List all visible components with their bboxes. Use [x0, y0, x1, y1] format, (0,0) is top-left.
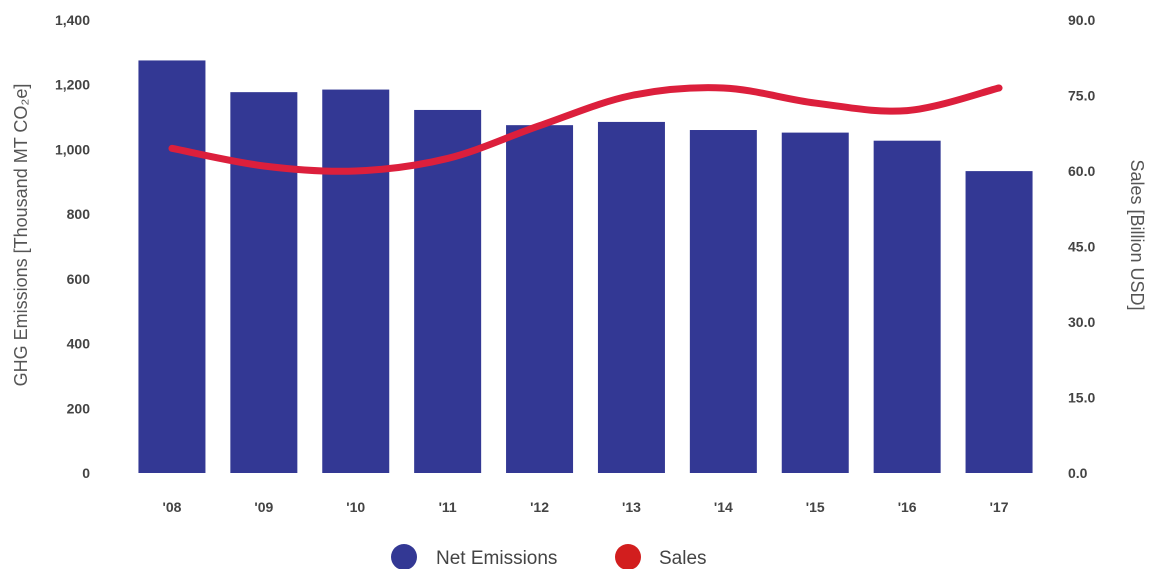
- x-tick-label: '15: [806, 499, 825, 515]
- x-tick-label: '11: [439, 499, 457, 515]
- x-tick-label: '17: [990, 499, 1009, 515]
- left-tick-label: 1,200: [55, 77, 90, 93]
- right-tick-label: 30.0: [1068, 314, 1095, 330]
- right-axis-ticks: 0.0 15.0 30.0 45.0 60.0 75.0 90.0: [1068, 12, 1095, 481]
- legend-swatch: [615, 544, 641, 569]
- left-tick-label: 600: [67, 271, 91, 287]
- x-tick-label: '14: [714, 499, 733, 515]
- bar-net-emissions: [230, 92, 298, 473]
- legend-item: Net Emissions: [391, 544, 557, 569]
- bar-net-emissions: [506, 125, 574, 474]
- x-tick-label: '08: [162, 499, 181, 515]
- left-axis-title: GHG Emissions [Thousand MT CO₂e]: [11, 84, 31, 387]
- right-tick-label: 0.0: [1068, 465, 1088, 481]
- left-tick-label: 200: [67, 400, 91, 416]
- x-tick-label: '09: [254, 499, 273, 515]
- left-tick-label: 400: [67, 336, 91, 352]
- legend-swatch: [391, 544, 417, 569]
- bar-net-emissions: [965, 171, 1033, 474]
- bar-series-net-emissions: [138, 60, 1033, 474]
- bar-net-emissions: [781, 132, 849, 474]
- legend: Net Emissions Sales: [391, 544, 707, 569]
- left-tick-label: 1,000: [55, 141, 90, 157]
- bar-net-emissions: [873, 140, 941, 473]
- legend-label: Net Emissions: [436, 548, 557, 569]
- left-tick-label: 800: [67, 206, 91, 222]
- legend-label: Sales: [659, 548, 707, 569]
- bar-net-emissions: [322, 89, 390, 473]
- right-axis-title: Sales [Billion USD]: [1127, 159, 1147, 310]
- right-tick-label: 90.0: [1068, 12, 1095, 28]
- bar-net-emissions: [414, 109, 482, 474]
- bar-net-emissions: [597, 121, 665, 474]
- left-tick-label: 1,400: [55, 12, 90, 28]
- x-tick-label: '12: [530, 499, 549, 515]
- right-tick-label: 45.0: [1068, 239, 1095, 255]
- right-tick-label: 15.0: [1068, 390, 1095, 406]
- left-tick-label: 0: [82, 465, 90, 481]
- x-tick-label: '10: [346, 499, 365, 515]
- bar-net-emissions: [138, 60, 206, 473]
- line-sales: [168, 84, 1003, 175]
- right-tick-label: 75.0: [1068, 88, 1095, 104]
- bar-net-emissions: [689, 130, 757, 473]
- left-axis-ticks: 0 200 400 600 800 1,000 1,200 1,400: [55, 12, 90, 481]
- line-series-sales: [168, 84, 1003, 175]
- x-tick-label: '13: [622, 499, 641, 515]
- x-axis-ticks: '08 '09 '10 '11 '12 '13 '14 '15 '16 '17: [162, 499, 1008, 515]
- x-tick-label: '16: [898, 499, 917, 515]
- legend-item: Sales: [615, 544, 707, 569]
- right-tick-label: 60.0: [1068, 163, 1095, 179]
